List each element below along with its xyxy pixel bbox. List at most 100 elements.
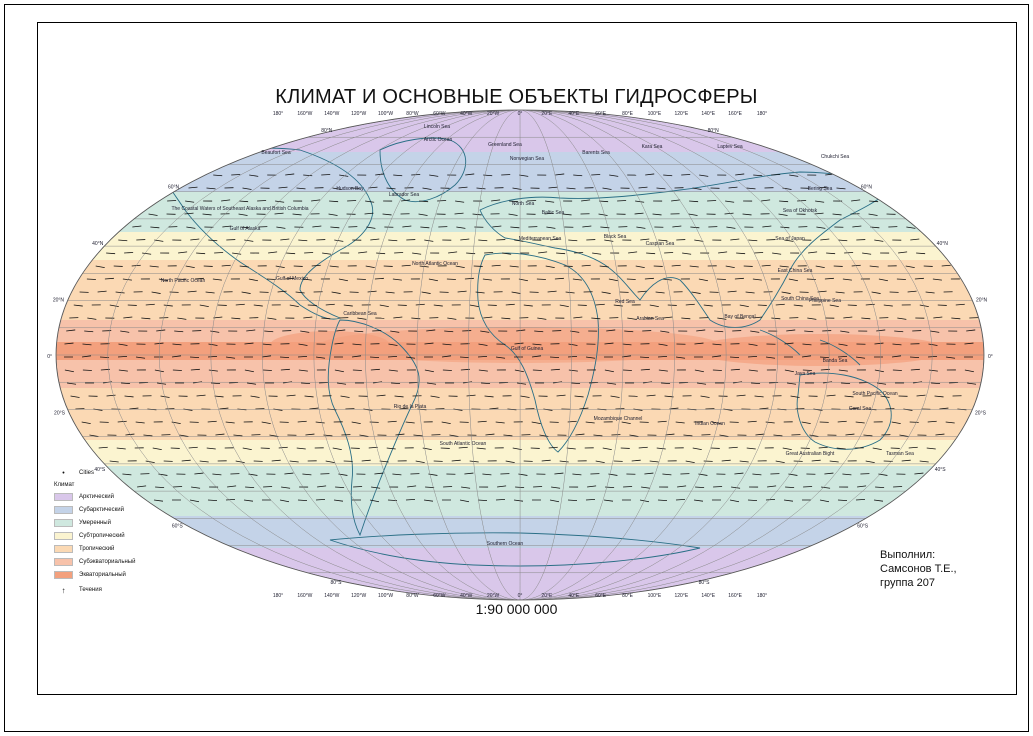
map-outline xyxy=(55,109,985,601)
current-arrow xyxy=(685,303,695,306)
current-arrow xyxy=(303,174,313,177)
legend-swatch xyxy=(54,532,73,540)
current-arrow xyxy=(891,355,902,358)
current-arrow xyxy=(622,343,632,346)
current-arrow xyxy=(574,252,584,254)
current-arrow xyxy=(120,330,130,333)
current-arrow xyxy=(876,329,886,332)
lon-label: 140°E xyxy=(701,593,715,599)
current-arrow xyxy=(415,460,425,463)
current-arrow xyxy=(124,395,134,398)
current-arrow xyxy=(595,303,605,306)
current-arrow xyxy=(532,343,542,346)
current-arrow xyxy=(599,265,609,268)
water-body-label: North Sea xyxy=(512,201,535,207)
current-arrow xyxy=(932,278,942,281)
current-arrow xyxy=(555,173,565,176)
current-arrow xyxy=(755,433,765,436)
current-arrow xyxy=(509,200,519,203)
current-arrow xyxy=(677,485,687,488)
current-arrow xyxy=(824,277,834,280)
current-arrow xyxy=(531,355,542,358)
legend-item-subequatorial: Субэкваториальный xyxy=(54,557,135,567)
current-arrow xyxy=(746,187,756,190)
current-arrow xyxy=(872,447,882,451)
current-arrow xyxy=(801,355,812,358)
current-arrow xyxy=(459,356,470,359)
current-arrow xyxy=(534,330,544,333)
current-arrow xyxy=(190,368,200,371)
current-arrow xyxy=(81,355,92,358)
current-arrow xyxy=(568,343,578,346)
current-arrow xyxy=(104,277,114,280)
current-arrow xyxy=(566,187,576,190)
water-body-label: Labrador Sea xyxy=(389,192,420,198)
current-arrow xyxy=(949,382,959,384)
current-arrow xyxy=(765,498,776,501)
current-arrow xyxy=(662,473,672,476)
current-arrow xyxy=(837,420,847,423)
current-arrow xyxy=(514,342,524,345)
current-arrow xyxy=(874,369,884,373)
current-arrow xyxy=(695,486,705,489)
current-arrow xyxy=(352,369,362,371)
outer-frame xyxy=(4,4,1029,732)
current-arrow xyxy=(645,173,655,176)
current-arrow xyxy=(249,174,259,177)
current-arrow xyxy=(189,499,200,503)
current-arrow xyxy=(874,342,884,345)
lon-label: 120°E xyxy=(674,111,688,117)
water-body-label: Caspian Sea xyxy=(646,241,675,247)
current-arrow xyxy=(698,278,708,282)
current-arrow xyxy=(639,356,650,359)
current-arrow xyxy=(149,265,159,268)
current-arrow xyxy=(682,252,692,255)
current-arrow xyxy=(627,317,637,320)
current-arrow xyxy=(926,447,936,450)
current-arrow xyxy=(478,239,488,242)
current-arrow xyxy=(820,238,830,241)
current-arrow xyxy=(73,304,83,307)
water-body-label: East China Sea xyxy=(778,268,813,274)
current-arrow xyxy=(356,278,366,280)
current-arrows xyxy=(64,173,979,503)
current-arrow xyxy=(394,252,404,254)
current-arrow xyxy=(801,421,811,425)
current-arrow xyxy=(767,485,777,488)
current-arrow xyxy=(401,199,411,202)
map-title: КЛИМАТ И ОСНОВНЫЕ ОБЪЕКТЫ ГИДРОСФЕРЫ xyxy=(275,86,758,108)
water-body-label: South Pacific Ocean xyxy=(852,391,898,397)
current-arrow xyxy=(262,343,272,346)
current-arrow xyxy=(343,304,353,307)
water-body-label: Barents Sea xyxy=(582,150,610,156)
author-block: Выполнил: Самсонов Т.Е., группа 207 xyxy=(880,548,957,590)
current-arrow xyxy=(444,330,454,333)
current-arrow xyxy=(66,382,77,385)
current-arrow xyxy=(206,447,216,450)
author-line: Выполнил: xyxy=(880,549,936,561)
water-body-label: Mozambique Channel xyxy=(594,416,643,422)
current-arrow xyxy=(185,265,195,269)
current-arrow xyxy=(210,330,220,333)
current-arrow xyxy=(640,238,650,241)
current-arrow xyxy=(405,498,416,501)
current-arrow xyxy=(382,213,392,216)
current-arrow xyxy=(841,382,851,385)
current-arrow xyxy=(379,460,389,463)
water-body-label: Kara Sea xyxy=(642,144,663,150)
current-arrow xyxy=(429,174,439,177)
water-body-label: Greenland Sea xyxy=(488,142,522,148)
current-arrow xyxy=(505,460,515,463)
current-arrow xyxy=(891,421,901,425)
lon-label: 80°E xyxy=(622,111,634,117)
current-arrow xyxy=(351,355,362,358)
current-arrow xyxy=(658,239,668,242)
current-arrow xyxy=(575,433,585,436)
current-arrow xyxy=(934,395,944,398)
current-arrow xyxy=(178,251,188,254)
current-arrow xyxy=(662,278,672,281)
current-arrow xyxy=(851,264,861,267)
current-arrow xyxy=(186,226,196,229)
lon-label: 40°E xyxy=(568,111,580,117)
current-arrow xyxy=(554,472,564,475)
